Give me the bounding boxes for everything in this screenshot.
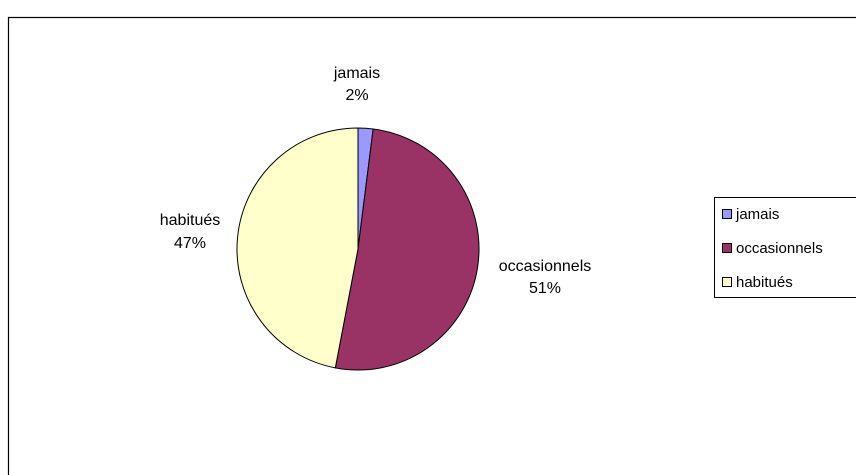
legend-swatch-jamais bbox=[722, 209, 732, 219]
legend-swatch-habitues bbox=[722, 277, 732, 287]
pie-slices bbox=[236, 127, 480, 371]
legend-label-habitues: habitués bbox=[736, 274, 793, 291]
legend-box bbox=[714, 197, 856, 298]
slice-label-occasionnels: occasionnels bbox=[499, 258, 592, 275]
legend-label-occasionnels: occasionnels bbox=[736, 240, 823, 257]
slice-percent-occasionnels: 51% bbox=[529, 280, 561, 297]
legend-swatch-occasionnels bbox=[722, 243, 732, 253]
slice-label-habitues: habitués bbox=[160, 212, 221, 229]
slice-label-jamais: jamais bbox=[333, 65, 380, 82]
legend-label-jamais: jamais bbox=[735, 206, 779, 223]
pie-slice-occasionnels bbox=[334, 128, 480, 371]
legend: jamais occasionnels habitués bbox=[714, 197, 856, 298]
slice-percent-jamais: 2% bbox=[345, 87, 368, 104]
pie-slice-habitues bbox=[236, 127, 359, 369]
slice-percent-habitues: 47% bbox=[174, 235, 206, 252]
